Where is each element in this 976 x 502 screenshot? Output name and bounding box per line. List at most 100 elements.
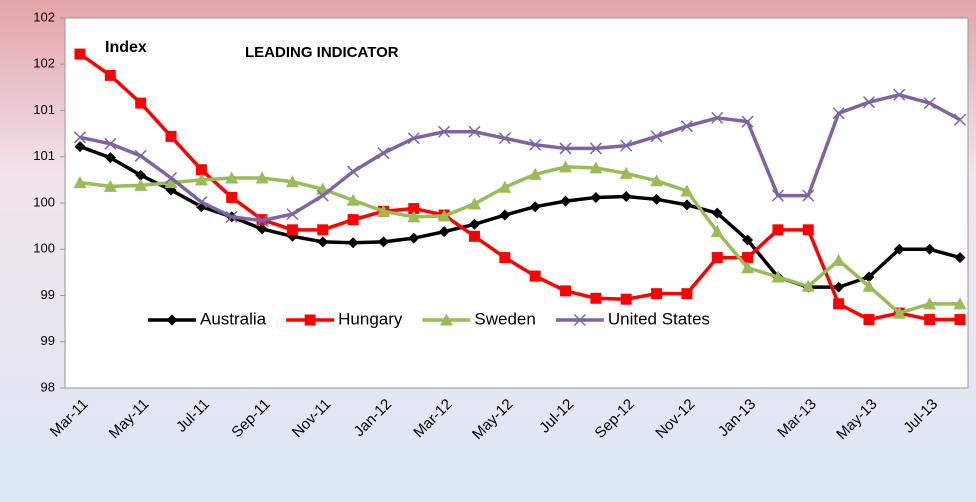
marker <box>316 189 329 202</box>
marker <box>833 298 845 310</box>
marker <box>893 88 906 101</box>
marker <box>651 193 663 205</box>
series <box>74 48 966 326</box>
marker <box>620 293 632 305</box>
marker <box>73 176 87 189</box>
marker <box>438 125 451 138</box>
y-tick-label: 98 <box>41 379 55 394</box>
marker <box>74 141 86 153</box>
marker <box>651 288 663 300</box>
marker <box>710 225 724 238</box>
marker <box>560 285 572 297</box>
marker <box>408 203 420 215</box>
marker <box>225 210 238 223</box>
marker <box>742 252 754 264</box>
marker <box>104 69 116 81</box>
marker <box>195 164 207 176</box>
marker <box>923 297 937 310</box>
marker <box>529 138 542 151</box>
marker <box>376 204 390 217</box>
y-tick-label: 102 <box>33 56 55 71</box>
marker <box>468 230 480 242</box>
marker <box>256 214 269 227</box>
marker <box>953 113 967 126</box>
marker <box>711 207 723 219</box>
y-tick-label: 101 <box>33 102 55 117</box>
marker <box>620 139 633 152</box>
marker <box>863 271 875 283</box>
marker <box>529 270 541 282</box>
marker <box>498 132 511 145</box>
marker <box>317 236 329 248</box>
marker <box>468 125 481 138</box>
marker <box>439 313 453 326</box>
marker <box>680 120 693 133</box>
marker <box>863 314 875 326</box>
marker <box>772 224 784 236</box>
marker <box>408 232 420 244</box>
marker <box>377 147 390 160</box>
y-tick-label: 102 <box>33 9 55 24</box>
marker <box>742 234 754 246</box>
legend-label: Australia <box>200 309 267 328</box>
series <box>73 88 967 227</box>
marker <box>285 175 299 188</box>
marker <box>104 137 117 150</box>
marker <box>559 142 572 155</box>
marker <box>560 195 572 207</box>
marker <box>286 224 298 236</box>
marker <box>589 161 603 174</box>
marker <box>346 193 360 206</box>
marker <box>924 314 936 326</box>
marker <box>741 115 754 128</box>
marker <box>924 243 936 255</box>
marker <box>377 236 389 248</box>
marker <box>801 279 815 292</box>
y-tick-label: 100 <box>33 241 55 256</box>
marker <box>166 314 178 326</box>
marker <box>832 107 845 120</box>
marker <box>499 209 511 221</box>
marker <box>953 297 967 310</box>
legend-label: Hungary <box>338 309 403 328</box>
marker <box>317 224 329 236</box>
marker <box>499 252 511 264</box>
y-tick-label: 101 <box>33 148 55 163</box>
line <box>79 165 960 316</box>
marker <box>498 180 512 193</box>
marker <box>619 166 633 179</box>
marker <box>802 189 815 202</box>
marker <box>862 96 875 109</box>
marker <box>771 270 785 283</box>
marker <box>135 97 147 109</box>
marker <box>954 252 966 264</box>
marker <box>134 178 148 191</box>
marker <box>74 48 86 60</box>
marker <box>620 191 632 203</box>
marker <box>559 160 573 173</box>
marker <box>590 191 602 203</box>
marker <box>165 171 178 185</box>
marker <box>802 224 814 236</box>
marker <box>467 197 481 210</box>
marker <box>104 152 116 164</box>
marker <box>73 131 87 144</box>
marker <box>590 292 602 304</box>
marker <box>954 314 966 326</box>
marker <box>438 226 450 238</box>
marker <box>741 261 755 274</box>
marker <box>650 174 664 187</box>
marker <box>680 184 694 197</box>
marker <box>573 313 586 327</box>
marker <box>681 288 693 300</box>
marker <box>286 208 299 221</box>
marker <box>304 314 316 326</box>
marker <box>194 173 208 186</box>
marker <box>347 214 359 226</box>
marker <box>256 223 268 235</box>
marker <box>103 179 117 192</box>
marker <box>771 189 784 202</box>
marker <box>407 132 420 145</box>
marker <box>468 218 480 230</box>
marker <box>650 130 663 143</box>
